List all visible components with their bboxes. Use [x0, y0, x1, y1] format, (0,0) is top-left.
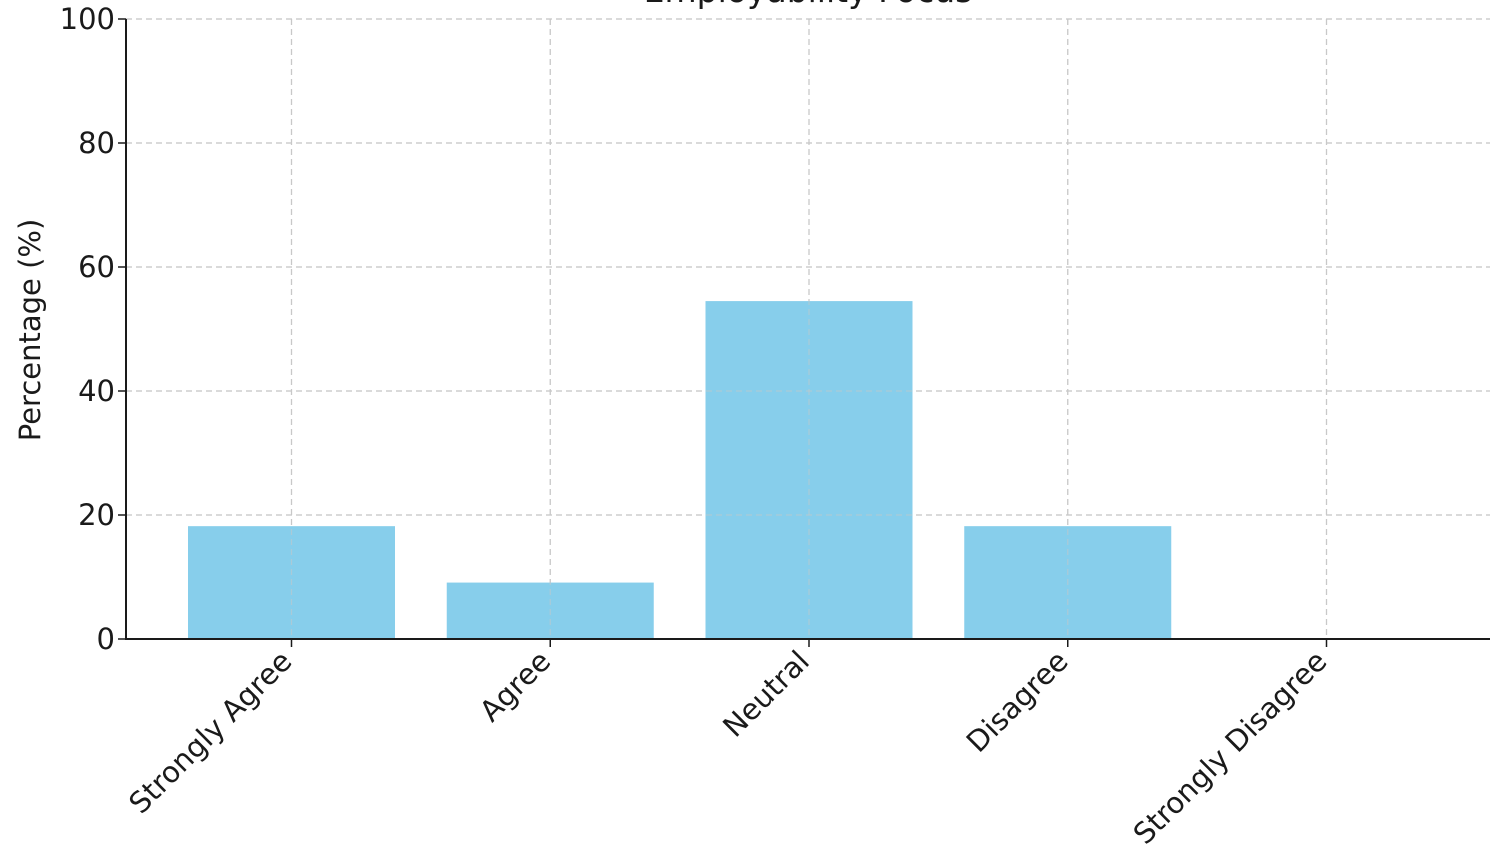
y-tick-label: 100: [60, 2, 115, 36]
x-ticks: Strongly Agree Agree Neutral Disagree Strong…: [122, 639, 1333, 851]
x-tick-label: Strongly Disagree: [1126, 644, 1333, 851]
y-tick-label: 60: [78, 250, 115, 284]
chart-title: Employability Focus: [644, 0, 973, 10]
y-tick-label: 40: [78, 374, 115, 408]
y-tick-label: 0: [97, 622, 115, 656]
y-axis-label: Percentage (%): [13, 219, 47, 442]
axes: [125, 19, 1490, 640]
y-tick-label: 80: [78, 126, 115, 160]
x-tick-label: Strongly Agree: [122, 644, 298, 820]
y-tick-label: 20: [78, 498, 115, 532]
x-tick-label: Agree: [473, 644, 557, 728]
bars: [126, 18, 1490, 639]
x-tick-label: Neutral: [716, 644, 816, 744]
x-tick-label: Disagree: [960, 644, 1075, 759]
y-ticks: 0 20 40 60 80 100: [60, 2, 126, 656]
